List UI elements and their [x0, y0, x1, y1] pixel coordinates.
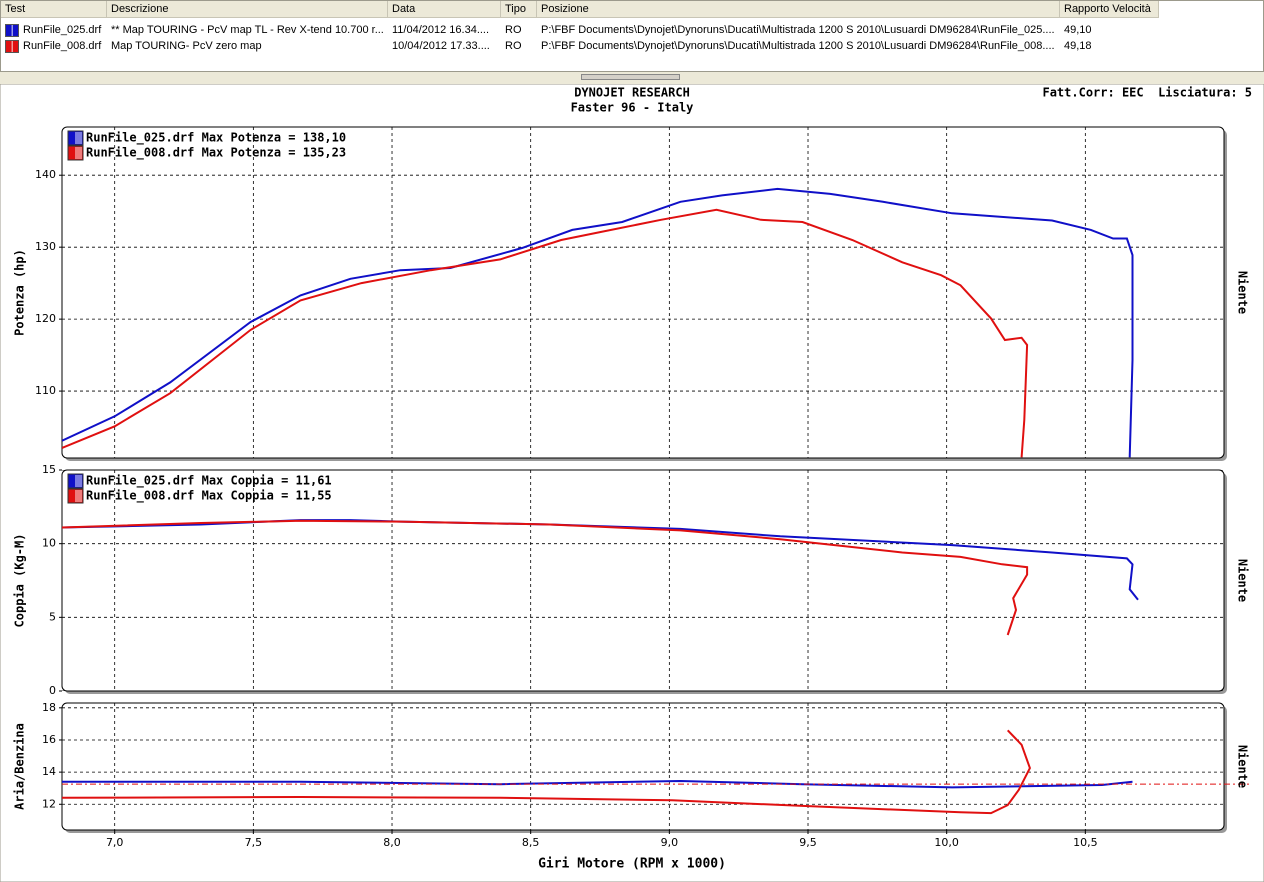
x-tick-label: 10,0: [934, 836, 959, 849]
y-tick-label: 15: [42, 463, 56, 476]
y-tick-label: 130: [35, 240, 56, 253]
dyno-chart: DYNOJET RESEARCH Faster 96 - Italy Fatt.…: [0, 84, 1264, 882]
column-header[interactable]: Posizione: [537, 1, 1060, 18]
y-tick-label: 120: [35, 312, 56, 325]
x-tick-label: 9,5: [799, 836, 817, 849]
x-axis-label: Giri Motore (RPM x 1000): [538, 857, 726, 872]
legend-label: RunFile_008.drf Max Coppia = 11,55: [86, 489, 332, 504]
x-tick-label: 10,5: [1073, 836, 1098, 849]
y-tick-label: 16: [42, 733, 56, 746]
legend-swatch: [67, 145, 84, 161]
x-tick-label: 9,0: [661, 836, 679, 849]
table-cell: RO: [505, 24, 522, 36]
column-header[interactable]: Tipo: [501, 1, 537, 18]
legend-label: RunFile_025.drf Max Coppia = 11,61: [86, 474, 332, 489]
y-axis-label: Potenza (hp): [13, 249, 27, 336]
y-tick-label: 0: [49, 684, 56, 697]
plot-area: [62, 470, 1224, 691]
curve: [62, 729, 1031, 815]
column-header[interactable]: Data: [388, 1, 501, 18]
curve: [62, 208, 1029, 458]
column-header[interactable]: Test: [1, 1, 107, 18]
legend-swatch-highlight: [75, 147, 82, 159]
x-tick-label: 7,5: [245, 836, 263, 849]
y-tick-label: 18: [42, 701, 56, 714]
panel: [61, 702, 1225, 831]
y-tick-label: 140: [35, 168, 56, 181]
table-cell[interactable]: RunFile_008.drf: [23, 40, 102, 52]
table-cell: P:\FBF Documents\Dynojet\Dynoruns\Ducati…: [541, 24, 1055, 36]
curve: [62, 187, 1134, 458]
table-cell: Map TOURING- PcV zero map: [111, 40, 262, 52]
table-cell: RO: [505, 40, 522, 52]
legend-swatch: [67, 488, 84, 504]
row-icon: [5, 40, 19, 53]
y-axis-label: Coppia (Kg-M): [13, 534, 27, 628]
settings-label: Fatt.Corr: EEC Lisciatura: 5: [1042, 86, 1252, 100]
column-header[interactable]: Descrizione: [107, 1, 388, 18]
table-cell: ** Map TOURING - PcV map TL - Rev X-tend…: [111, 24, 384, 36]
x-tick-label: 7,0: [106, 836, 124, 849]
y-axis-label: Aria/Benzina: [13, 723, 27, 810]
legend-swatch-highlight: [75, 132, 82, 144]
plot-area: [62, 127, 1224, 458]
legend-label: RunFile_025.drf Max Potenza = 138,10: [86, 131, 346, 146]
chart-title: DYNOJET RESEARCH: [574, 86, 690, 100]
y-tick-label: 5: [49, 610, 56, 623]
y-tick-label: 12: [42, 797, 56, 810]
curve: [62, 519, 1029, 636]
right-axis-label: Niente: [1236, 745, 1250, 788]
right-axis-label: Niente: [1236, 559, 1250, 602]
row-icon: [5, 24, 19, 37]
legend-swatch: [67, 473, 84, 489]
run-table: Test Descrizione Data Tipo Posizione Rapporto…: [0, 0, 1264, 72]
table-cell: 49,18: [1064, 40, 1092, 52]
y-tick-label: 10: [42, 537, 56, 550]
y-tick-label: 110: [35, 384, 56, 397]
table-cell[interactable]: RunFile_025.drf: [23, 24, 102, 36]
legend-swatch: [67, 130, 84, 146]
legend-label: RunFile_008.drf Max Potenza = 135,23: [86, 146, 346, 161]
splitter[interactable]: [581, 74, 680, 80]
legend-swatch-highlight: [75, 475, 82, 487]
panel: [61, 469, 1225, 692]
table-cell: P:\FBF Documents\Dynojet\Dynoruns\Ducati…: [541, 40, 1055, 52]
legend-swatch-highlight: [75, 490, 82, 502]
y-tick-label: 14: [42, 765, 56, 778]
x-tick-label: 8,0: [383, 836, 401, 849]
plot-area: [62, 703, 1224, 830]
column-header[interactable]: Rapporto Velocità: [1060, 1, 1159, 18]
curve: [62, 779, 1133, 789]
table-cell: 11/04/2012 16.34....: [392, 24, 490, 36]
right-axis-label: Niente: [1236, 271, 1250, 314]
chart-subtitle: Faster 96 - Italy: [571, 101, 694, 115]
x-tick-label: 8,5: [522, 836, 540, 849]
table-cell: 10/04/2012 17.33....: [392, 40, 490, 52]
table-cell: 49,10: [1064, 24, 1092, 36]
panel: [61, 126, 1225, 459]
